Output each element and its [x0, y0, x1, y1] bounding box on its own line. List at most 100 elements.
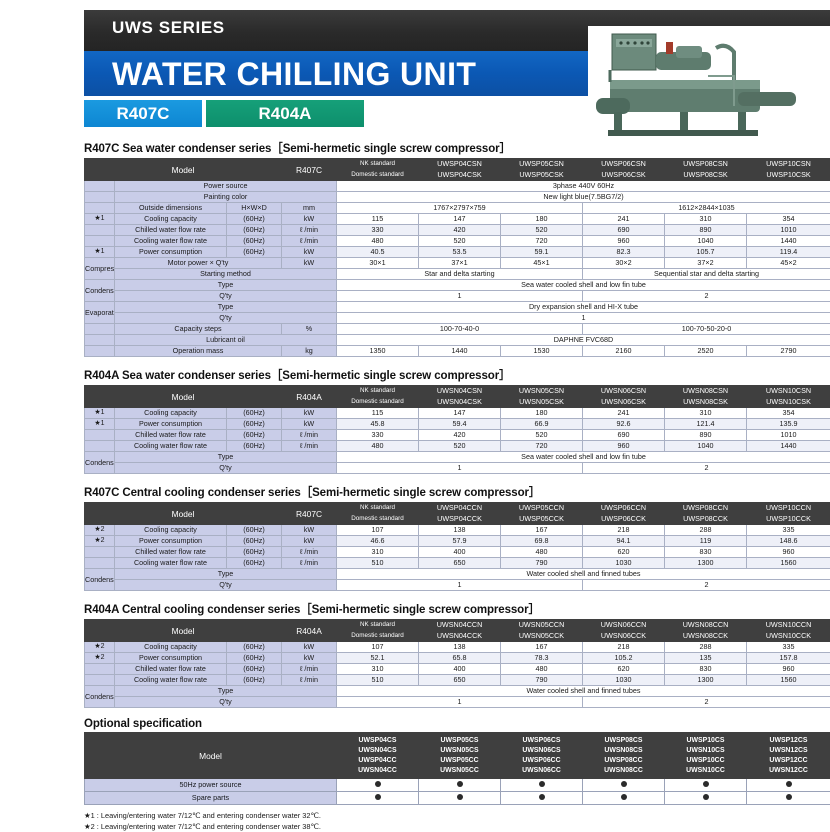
filled-circle-icon — [621, 781, 627, 787]
series-label: UWS SERIES — [112, 18, 225, 38]
unit-cell: kg — [282, 346, 337, 357]
dom-model: UWSP04CCK — [419, 514, 501, 525]
frequency-cell: (60Hz) — [227, 408, 282, 419]
value-cell: 241 — [583, 408, 665, 419]
value-cell: 480 — [337, 441, 419, 452]
nk-model: UWSP10CCN — [747, 503, 830, 514]
row-label: Type — [115, 302, 337, 313]
optional-model: UWSP08CC — [583, 756, 664, 766]
value-cell: 790 — [501, 675, 583, 686]
row-label: Type — [115, 686, 337, 697]
dom-model: UWSN05CSK — [501, 397, 583, 408]
footnote-2: ★2 : Leaving/entering water 7/12℃ and en… — [84, 821, 830, 832]
optional-model: UWSN05CS — [419, 746, 500, 756]
value-cell: 45×1 — [501, 258, 583, 269]
row-value: 2 — [583, 463, 830, 474]
unit-cell: kW — [282, 642, 337, 653]
value-cell: 480 — [501, 547, 583, 558]
section-table4: R404A Central cooling condenser series［S… — [0, 601, 830, 708]
dimension-value-left: 1767×2797×759 — [337, 203, 583, 214]
value-cell: 180 — [501, 408, 583, 419]
page-title: WATER CHILLING UNIT — [112, 54, 476, 94]
model-label: Model — [85, 620, 282, 642]
nk-standard-label: NK standard — [337, 620, 419, 631]
row-value: Water cooled shell and finned tubes — [337, 569, 830, 580]
optional-model: UWSN04CC — [337, 766, 418, 776]
row-label: Chilled water flow rate — [115, 225, 227, 236]
table-row: CondenserTypeWater cooled shell and finn… — [85, 686, 830, 697]
optional-model: UWSN06CS — [501, 746, 582, 756]
value-cell: 480 — [337, 236, 419, 247]
value-cell: 115 — [337, 214, 419, 225]
frequency-cell: (60Hz) — [227, 236, 282, 247]
table-row: Operation mass kg 1350 1440 1530 2160 25… — [85, 346, 830, 357]
row-value: New light blue(7.5BG7/2) — [337, 192, 830, 203]
row-value: 2 — [583, 580, 830, 591]
value-cell: 650 — [419, 558, 501, 569]
value-cell: 46.6 — [337, 536, 419, 547]
value-cell: 138 — [419, 642, 501, 653]
availability-mark — [747, 792, 830, 805]
value-cell: 790 — [501, 558, 583, 569]
table-row: Starting method Star and delta starting … — [85, 269, 830, 280]
value-cell: 2790 — [747, 346, 830, 357]
table-row: Q'ty 1 — [85, 313, 830, 324]
nk-model: UWSP04CCN — [419, 503, 501, 514]
value-cell: 354 — [747, 408, 830, 419]
star-cell: ★1 — [85, 408, 115, 419]
optional-model: UWSP04CC — [337, 756, 418, 766]
unit-cell: ℓ /min — [282, 430, 337, 441]
row-value: Sea water cooled shell and low fin tube — [337, 280, 830, 291]
star-cell: ★1 — [85, 419, 115, 430]
filled-circle-icon — [786, 781, 792, 787]
nk-model: UWSP06CCN — [583, 503, 665, 514]
row-value: Sequential star and delta starting — [583, 269, 830, 280]
row-value: Star and delta starting — [337, 269, 583, 280]
frequency-cell: (60Hz) — [227, 558, 282, 569]
table-row: Cooling water flow rate (60Hz) ℓ /min 48… — [85, 236, 830, 247]
table3-title: R407C Central cooling condenser series［S… — [0, 484, 830, 500]
group-label-condenser: Condenser — [85, 569, 115, 591]
value-cell: 1300 — [665, 675, 747, 686]
availability-mark — [501, 779, 583, 792]
star-cell — [85, 675, 115, 686]
model-label: Model — [85, 386, 282, 408]
group-label-condenser: Condenser — [85, 280, 115, 302]
value-cell: 960 — [583, 236, 665, 247]
page-banner: UWS SERIES WATER CHILLING UNIT R407C R40… — [0, 0, 830, 140]
value-cell: 335 — [747, 642, 830, 653]
value-cell: 37×1 — [419, 258, 501, 269]
table-row: Chilled water flow rate (60Hz) ℓ /min 33… — [85, 225, 830, 236]
value-cell: 94.1 — [583, 536, 665, 547]
nk-model: UWSP10CSN — [747, 159, 830, 170]
value-cell: 53.5 — [419, 247, 501, 258]
row-value: DAPHNE FVC68D — [337, 335, 830, 346]
row-label: Q'ty — [115, 313, 337, 324]
nk-model: UWSN08CCN — [665, 620, 747, 631]
value-cell: 66.9 — [501, 419, 583, 430]
value-cell: 1030 — [583, 675, 665, 686]
table4-title: R404A Central cooling condenser series［S… — [0, 601, 830, 617]
nk-model: UWSN06CCN — [583, 620, 665, 631]
star-cell — [85, 335, 115, 346]
dimension-value-right: 1612×2844×1035 — [583, 203, 830, 214]
unit-cell: ℓ /min — [282, 547, 337, 558]
row-value: 1 — [337, 697, 583, 708]
filled-circle-icon — [375, 781, 381, 787]
availability-mark — [665, 792, 747, 805]
row-label: Chilled water flow rate — [115, 430, 227, 441]
value-cell: 890 — [665, 430, 747, 441]
filled-circle-icon — [375, 794, 381, 800]
optional-model: UWSN08CS — [583, 746, 664, 756]
value-cell: 1300 — [665, 558, 747, 569]
filled-circle-icon — [457, 781, 463, 787]
optional-model: UWSP06CC — [501, 756, 582, 766]
star-cell — [85, 430, 115, 441]
